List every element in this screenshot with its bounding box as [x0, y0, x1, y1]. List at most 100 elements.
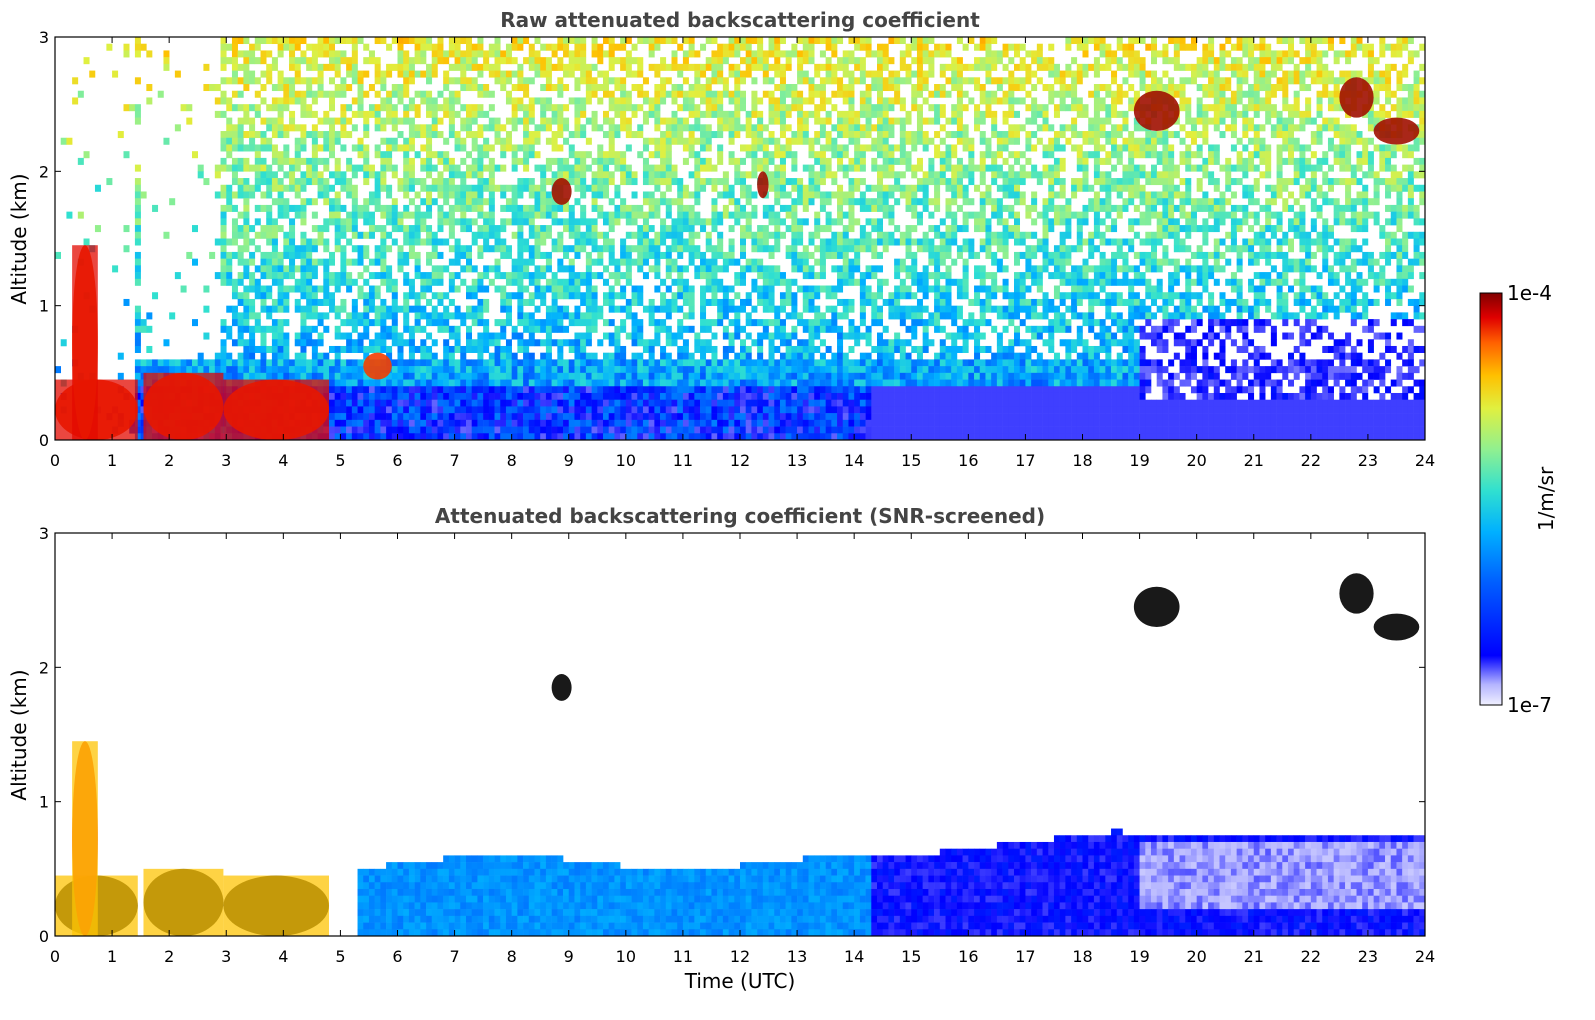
heatmap-cell	[1225, 211, 1232, 219]
heatmap-cell	[779, 272, 786, 280]
heatmap-cell	[534, 50, 541, 58]
heatmap-cell	[448, 104, 455, 112]
heatmap-cell	[386, 90, 393, 98]
heatmap-cell	[837, 191, 844, 199]
heatmap-cell	[671, 131, 678, 139]
heatmap-cell	[237, 104, 244, 112]
heatmap-cell	[557, 77, 564, 85]
heatmap-cell	[220, 110, 227, 118]
heatmap-cell	[294, 144, 301, 152]
heatmap-cell	[500, 251, 507, 259]
heatmap-cell	[271, 124, 278, 132]
heatmap-cell	[220, 50, 227, 58]
heatmap-cell	[825, 191, 832, 199]
heatmap-cell	[1145, 84, 1152, 92]
heatmap-cell	[443, 97, 450, 105]
heatmap-cell	[580, 218, 587, 226]
heatmap-cell	[1299, 124, 1306, 132]
heatmap-cell	[745, 50, 752, 58]
heatmap-cell	[477, 278, 484, 286]
heatmap-cell	[443, 137, 450, 145]
heatmap-cell	[928, 137, 935, 145]
heatmap-cell	[266, 104, 273, 112]
heatmap-cell	[905, 110, 912, 118]
heatmap-cell	[1390, 204, 1397, 212]
heatmap-cell	[711, 110, 718, 118]
heatmap-cell	[802, 218, 809, 226]
heatmap-cell	[928, 245, 935, 253]
heatmap-cell	[597, 144, 604, 152]
heatmap-cell	[985, 164, 992, 172]
heatmap-cell	[1088, 184, 1095, 192]
heatmap-cell	[899, 131, 906, 139]
heatmap-cell	[408, 171, 415, 179]
heatmap-cell	[403, 251, 410, 259]
heatmap-cell	[528, 151, 535, 159]
heatmap-cell	[1048, 124, 1055, 132]
heatmap-cell	[1042, 198, 1049, 206]
heatmap-cell	[842, 258, 849, 266]
heatmap-cell	[762, 151, 769, 159]
heatmap-cell	[1162, 157, 1169, 165]
heatmap-cell	[791, 137, 798, 145]
heatmap-cell	[260, 97, 267, 105]
heatmap-cell	[77, 157, 84, 165]
heatmap-cell	[757, 225, 764, 233]
heatmap-cell	[1385, 157, 1392, 165]
heatmap-cell	[494, 43, 501, 51]
heatmap-cell	[837, 110, 844, 118]
heatmap-cell	[1093, 272, 1100, 280]
heatmap-cell	[1168, 198, 1175, 206]
heatmap-cell	[220, 164, 227, 172]
heatmap-cell	[1002, 191, 1009, 199]
heatmap-cell	[545, 225, 552, 233]
heatmap-cell	[334, 204, 341, 212]
heatmap-cell	[551, 198, 558, 206]
heatmap-cell	[1162, 144, 1169, 152]
heatmap-cell	[665, 63, 672, 71]
heatmap-cell	[705, 231, 712, 239]
heatmap-cell	[317, 84, 324, 92]
heatmap-cell	[528, 225, 535, 233]
heatmap-cell	[637, 124, 644, 132]
heatmap-cell	[751, 144, 758, 152]
heatmap-cell	[460, 211, 467, 219]
heatmap-cell	[614, 278, 621, 286]
heatmap-cell	[711, 218, 718, 226]
heatmap-cell	[688, 204, 695, 212]
heatmap-cell	[654, 272, 661, 280]
heatmap-cell	[734, 124, 741, 132]
heatmap-cell	[968, 144, 975, 152]
heatmap-cell	[797, 231, 804, 239]
heatmap-cell	[1265, 225, 1272, 233]
heatmap-cell	[1339, 211, 1346, 219]
heatmap-cell	[1288, 131, 1295, 139]
heatmap-cell	[1042, 63, 1049, 71]
heatmap-cell	[945, 77, 952, 85]
heatmap-cell	[426, 251, 433, 259]
heatmap-cell	[705, 265, 712, 273]
heatmap-cell	[779, 204, 786, 212]
heatmap-cell	[911, 90, 918, 98]
heatmap-cell	[146, 97, 153, 105]
heatmap-cell	[882, 110, 889, 118]
heatmap-cell	[220, 191, 227, 199]
heatmap-cell	[899, 137, 906, 145]
heatmap-cell	[237, 37, 244, 45]
heatmap-cell	[266, 50, 273, 58]
heatmap-cell	[237, 272, 244, 280]
heatmap-cell	[1322, 157, 1329, 165]
heatmap-cell	[448, 225, 455, 233]
heatmap-cell	[722, 110, 729, 118]
heatmap-cell	[1099, 124, 1106, 132]
heatmap-cell	[460, 265, 467, 273]
heatmap-cell	[671, 117, 678, 125]
heatmap-cell	[700, 97, 707, 105]
heatmap-cell	[825, 77, 832, 85]
heatmap-cell	[939, 104, 946, 112]
heatmap-cell	[865, 144, 872, 152]
heatmap-cell	[791, 178, 798, 186]
heatmap-cell	[1071, 178, 1078, 186]
heatmap-cell	[1293, 110, 1300, 118]
heatmap-cell	[134, 104, 141, 112]
